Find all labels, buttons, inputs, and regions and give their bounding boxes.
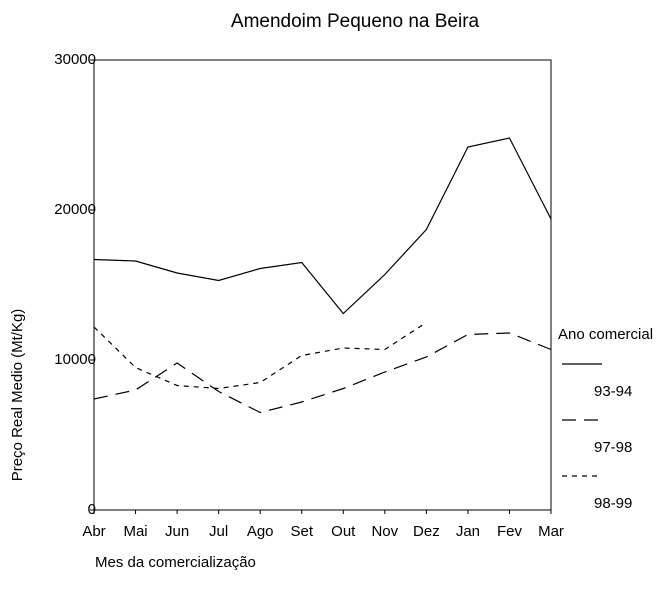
plot-frame [93,59,552,511]
series-line [93,137,552,315]
y-axis-title: Preço Real Medio (Mt/Kg) [9,309,26,482]
legend-title: Ano comercial [558,326,653,343]
y-tick-label: 10000 [54,351,96,368]
series-line [93,332,552,414]
legend-label: 97-98 [594,439,632,456]
x-tick-label: Set [290,523,313,540]
x-tick-label: Mai [123,523,147,540]
x-tick-label: Dez [413,523,440,540]
series-line [93,321,427,390]
y-tick-label: 0 [88,501,96,518]
x-axis-title: Mes da comercialização [95,554,256,571]
chart-title: Amendoim Pequeno na Beira [231,11,480,32]
x-tick-label: Fev [497,523,523,540]
x-tick-label: Jul [209,523,228,540]
x-tick-label: Jan [456,523,480,540]
x-tick-label: Mar [538,523,564,540]
x-tick-label: Nov [371,523,398,540]
y-tick-label: 30000 [54,51,96,68]
x-tick-label: Jun [165,523,189,540]
y-tick-label: 20000 [54,201,96,218]
legend-label: 93-94 [594,383,632,400]
x-tick-label: Abr [82,523,105,540]
x-tick-label: Ago [247,523,274,540]
x-tick-label: Out [331,523,356,540]
legend-label: 98-99 [594,495,632,512]
